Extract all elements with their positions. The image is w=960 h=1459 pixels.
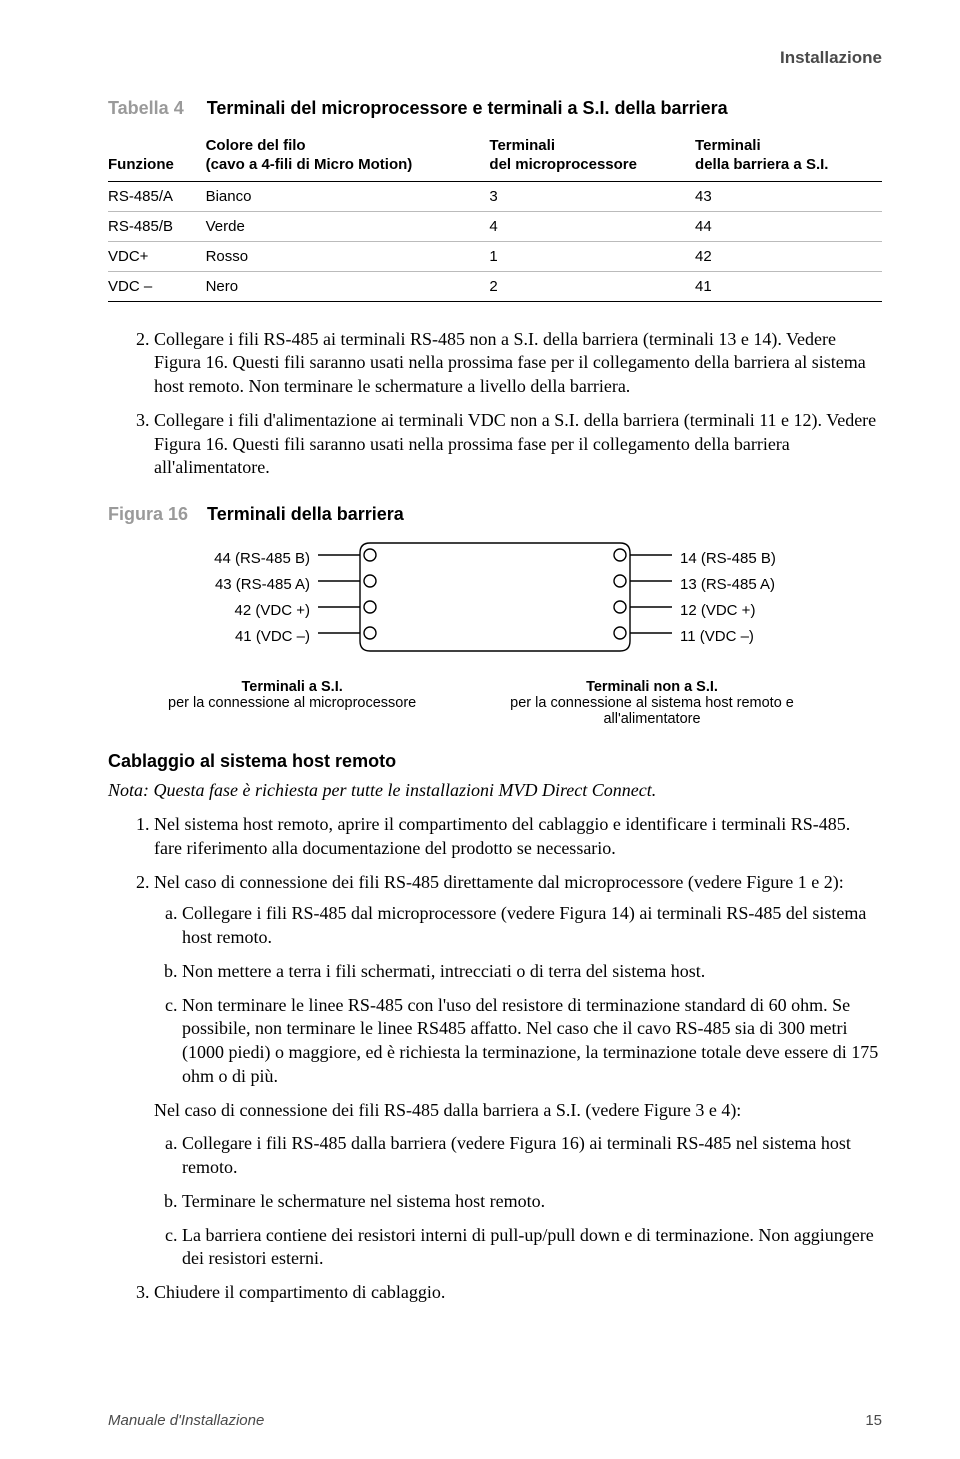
term-label: 41 (VDC –) [140, 628, 310, 645]
page-header-section: Installazione [108, 48, 882, 68]
diag-right-title: Terminali non a S.I. [462, 679, 842, 695]
figure-caption: Figura 16 Terminali della barriera [108, 504, 882, 525]
cell: Bianco [206, 181, 490, 211]
th-text: Colore del filo [206, 137, 306, 154]
term-label: 42 (VDC +) [140, 602, 310, 619]
sub-list: Collegare i fili RS-485 dal microprocess… [154, 902, 882, 1088]
term-label: 12 (VDC +) [680, 602, 850, 619]
cell: RS-485/A [108, 181, 206, 211]
sub-item: Collegare i fili RS-485 dal microprocess… [182, 902, 882, 950]
th-term-barr: Terminali della barriera a S.I. [695, 131, 882, 181]
cell: 43 [695, 181, 882, 211]
terminals-table: Funzione Colore del filo (cavo a 4-fili … [108, 131, 882, 302]
barrier-svg-icon [310, 537, 680, 657]
term-label: 11 (VDC –) [680, 628, 850, 645]
diagram-right-labels: 14 (RS-485 B) 13 (RS-485 A) 12 (VDC +) 1… [680, 550, 850, 645]
sub-item: Non terminare le linee RS-485 con l'uso … [182, 994, 882, 1089]
cell: VDC – [108, 271, 206, 301]
cell: 41 [695, 271, 882, 301]
table-row: RS-485/A Bianco 3 43 [108, 181, 882, 211]
table-title: Terminali del microprocessore e terminal… [207, 98, 728, 118]
table-row: RS-485/B Verde 4 44 [108, 211, 882, 241]
cell: 2 [489, 271, 695, 301]
procedure-list-2: Nel sistema host remoto, aprire il compa… [108, 813, 882, 1305]
footer-left: Manuale d'Installazione [108, 1412, 264, 1429]
term-label: 43 (RS-485 A) [140, 576, 310, 593]
table-caption: Tabella 4 Terminali del microprocessore … [108, 98, 882, 119]
sub-item: Terminare le schermature nel sistema hos… [182, 1190, 882, 1214]
th-colore: Colore del filo (cavo a 4-fili di Micro … [206, 131, 490, 181]
page-footer: Manuale d'Installazione 15 [108, 1412, 882, 1429]
procedure-list-1: Collegare i fili RS-485 ai terminali RS-… [108, 328, 882, 481]
table-row: VDC+ Rosso 1 42 [108, 241, 882, 271]
th-sub: (cavo a 4-fili di Micro Motion) [206, 156, 413, 173]
th-text: Funzione [108, 156, 174, 173]
sub-item: La barriera contiene dei resistori inter… [182, 1224, 882, 1272]
th-sub: della barriera a S.I. [695, 156, 828, 173]
list-item: Chiudere il compartimento di cablaggio. [154, 1281, 882, 1305]
table-row: VDC – Nero 2 41 [108, 271, 882, 301]
section-note: Nota: Questa fase è richiesta per tutte … [108, 780, 882, 801]
term-label: 13 (RS-485 A) [680, 576, 850, 593]
list-item: Collegare i fili RS-485 ai terminali RS-… [154, 328, 882, 399]
cell: 4 [489, 211, 695, 241]
cell: Verde [206, 211, 490, 241]
table-label: Tabella 4 [108, 98, 184, 118]
diag-left-sub: per la connessione al microprocessore [168, 695, 416, 711]
sub-list-2: Collegare i fili RS-485 dalla barriera (… [154, 1132, 882, 1271]
step-text: Nel caso di connessione dei fili RS-485 … [154, 872, 844, 892]
cell: 1 [489, 241, 695, 271]
th-funzione: Funzione [108, 131, 206, 181]
list-item: Nel caso di connessione dei fili RS-485 … [154, 871, 882, 1272]
cell: 42 [695, 241, 882, 271]
cell: RS-485/B [108, 211, 206, 241]
cell: VDC+ [108, 241, 206, 271]
figure-title: Terminali della barriera [207, 504, 404, 524]
th-sub: del microprocessore [489, 156, 637, 173]
footer-page-number: 15 [865, 1412, 882, 1429]
cell: 3 [489, 181, 695, 211]
cell: 44 [695, 211, 882, 241]
list-item: Collegare i fili d'alimentazione ai term… [154, 409, 882, 480]
diagram-bottom-labels: Terminali a S.I. per la connessione al m… [108, 679, 882, 727]
th-term-micro: Terminali del microprocessore [489, 131, 695, 181]
term-label: 44 (RS-485 B) [140, 550, 310, 567]
cell: Rosso [206, 241, 490, 271]
th-text: Terminali [489, 137, 555, 154]
diag-left-title: Terminali a S.I. [168, 679, 416, 695]
list-item: Nel sistema host remoto, aprire il compa… [154, 813, 882, 861]
diag-right-sub: per la connessione al sistema host remot… [462, 695, 842, 727]
th-text: Terminali [695, 137, 761, 154]
sub-item: Non mettere a terra i fili schermati, in… [182, 960, 882, 984]
diagram-left-labels: 44 (RS-485 B) 43 (RS-485 A) 42 (VDC +) 4… [140, 550, 310, 645]
barrier-diagram: 44 (RS-485 B) 43 (RS-485 A) 42 (VDC +) 4… [108, 537, 882, 727]
term-label: 14 (RS-485 B) [680, 550, 850, 567]
step-continuation: Nel caso di connessione dei fili RS-485 … [154, 1099, 882, 1123]
section-heading: Cablaggio al sistema host remoto [108, 751, 882, 772]
cell: Nero [206, 271, 490, 301]
sub-item: Collegare i fili RS-485 dalla barriera (… [182, 1132, 882, 1180]
figure-label: Figura 16 [108, 504, 188, 524]
